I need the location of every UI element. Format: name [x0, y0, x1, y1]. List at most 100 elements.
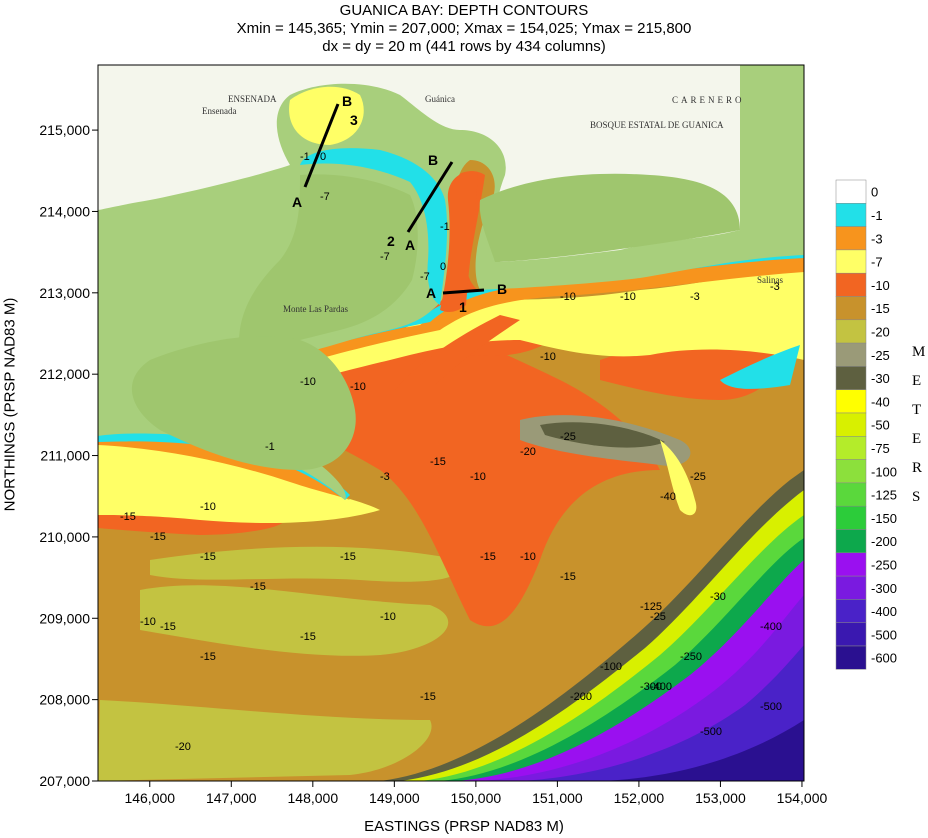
legend-swatch: [835, 272, 867, 297]
contour-label: -15: [120, 511, 136, 523]
contour-label: -10: [540, 351, 556, 363]
contour-label: -500: [700, 726, 722, 738]
x-tick-label: 153,000: [695, 790, 746, 806]
contour-label: -15: [300, 631, 316, 643]
legend-unit-letter: M: [912, 344, 925, 360]
land-forest: [479, 173, 740, 262]
legend-swatch: [835, 296, 867, 321]
basin-400-zone: [520, 645, 804, 781]
contour-label: -25: [560, 431, 576, 443]
contour-label: -10: [200, 501, 216, 513]
legend-swatch: [835, 575, 867, 600]
contour-label: -15: [480, 551, 496, 563]
legend-label: -400: [871, 604, 897, 619]
legend-label: -300: [871, 581, 897, 596]
transect-1-line: [442, 288, 485, 295]
contour-label: -40: [660, 491, 676, 503]
transect-3-end-a: A: [292, 194, 302, 210]
contour-label: -10: [620, 291, 636, 303]
legend-label: -7: [871, 255, 883, 270]
contour-label: -25: [690, 471, 706, 483]
legend-swatch: [835, 529, 867, 554]
place-label-monte: Monte Las Pardas: [283, 304, 348, 314]
legend-label: -75: [871, 441, 890, 456]
depth-20-zone: [98, 700, 432, 781]
contour-label: -15: [150, 531, 166, 543]
contour-label: -125: [640, 601, 662, 613]
contour-label: -1: [265, 441, 275, 453]
land-hill: [239, 174, 418, 355]
contour-label: -1: [300, 151, 310, 163]
transect-3-end-b: B: [342, 93, 352, 109]
contour-label: -10: [520, 551, 536, 563]
contour-label: 0: [440, 261, 446, 273]
map-extent-subtitle: Xmin = 145,365; Ymin = 207,000; Xmax = 1…: [236, 20, 692, 37]
legend-swatch: [835, 342, 867, 367]
x-axis-label: EASTINGS (PRSP NAD83 M): [364, 818, 564, 835]
place-label-salinas: Salinas: [757, 275, 783, 285]
contour-label: -500: [760, 701, 782, 713]
y-tick-label: 210,000: [39, 529, 90, 545]
legend-label: -100: [871, 464, 897, 479]
reef-shallow-zone: [660, 440, 697, 516]
plot-frame: [97, 64, 805, 782]
contour-label: -200: [570, 691, 592, 703]
contour-label: -10: [380, 611, 396, 623]
contour-label: -30: [710, 591, 726, 603]
bay-head-water: [289, 86, 364, 145]
contour-label: -15: [560, 571, 576, 583]
transect-3-line: [303, 103, 340, 188]
legend-swatch: [835, 412, 867, 437]
legend-swatch: [835, 436, 867, 460]
contour-label: -400: [650, 681, 672, 693]
place-label-bosque: BOSQUE ESTATAL DE GUANICA: [590, 120, 724, 130]
bay-entrance-channel: [440, 171, 478, 313]
legend-label: -3: [871, 231, 883, 246]
contour-label: -250: [680, 651, 702, 663]
contour-label: -15: [200, 651, 216, 663]
legend-label: -250: [871, 557, 897, 572]
contour-label: -400: [760, 621, 782, 633]
legend-unit-letter: R: [912, 460, 922, 476]
y-tick-label: 211,000: [40, 448, 90, 464]
transect-2-line: [406, 161, 454, 233]
x-tick-label: 149,000: [369, 790, 420, 806]
legend-swatch: [835, 226, 867, 251]
place-label-ensenada-town: Ensenada: [202, 106, 236, 116]
contour-label: -15: [340, 551, 356, 563]
x-tick-label: 146,000: [124, 790, 175, 806]
legend-label: -15: [871, 301, 890, 316]
x-tick-label: 151,000: [532, 790, 583, 806]
transect-1-number: 1: [459, 299, 467, 315]
contour-label: -10: [350, 381, 366, 393]
map-title: GUANICA BAY: DEPTH CONTOURS: [339, 2, 589, 19]
legend-swatch: [835, 505, 867, 530]
legend-unit-letter: T: [912, 402, 921, 418]
legend-swatch: [835, 482, 867, 507]
y-tick-label: 214,000: [39, 203, 90, 219]
depth-7-zone: [98, 440, 380, 523]
y-axis-label: NORTHINGS (PRSP NAD83 M): [1, 297, 19, 512]
legend-swatch: [835, 599, 867, 623]
depth-1-fringe: [720, 345, 800, 389]
legend-unit-letter: E: [912, 373, 921, 389]
legend-swatch: [835, 319, 867, 344]
contour-label: -10: [140, 616, 156, 628]
transect-2-end-a: A: [405, 237, 415, 253]
contour-label: -7: [380, 251, 390, 263]
place-label-carenero: CARENERO: [672, 95, 745, 105]
legend-label: -150: [871, 511, 897, 526]
grid-resolution-subtitle: dx = dy = 20 m (441 rows by 434 columns): [322, 38, 606, 55]
contour-label: -10: [560, 291, 576, 303]
depth-7-zone: [240, 265, 804, 400]
legend-swatch: [835, 203, 867, 227]
transect-1-end-b: B: [497, 281, 507, 297]
contour-label: -15: [200, 551, 216, 563]
place-label-guanica: Guánica: [425, 94, 455, 104]
depth-3-zone: [245, 258, 804, 378]
y-tick-label: 212,000: [39, 366, 90, 382]
bay-shoreline-fringe: [300, 148, 448, 305]
x-tick-label: 154,000: [777, 790, 828, 806]
legend-label: -10: [871, 278, 890, 293]
